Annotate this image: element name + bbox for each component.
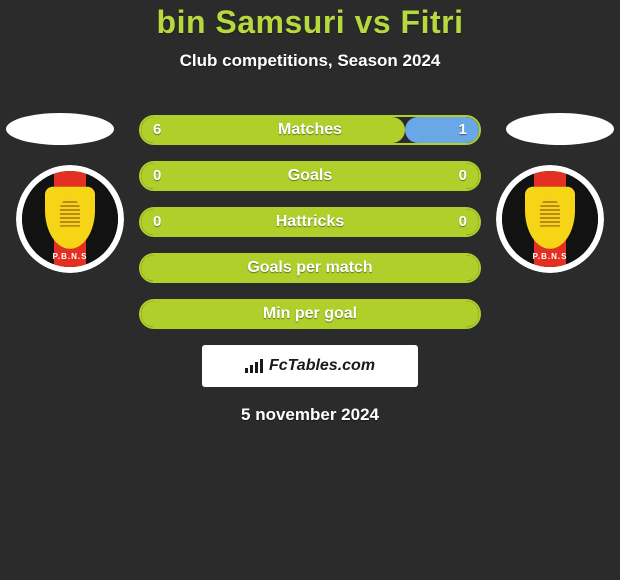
brand-box: FcTables.com bbox=[202, 345, 418, 387]
crest-inner: P.B.N.S bbox=[502, 171, 598, 267]
page-subtitle: Club competitions, Season 2024 bbox=[0, 51, 620, 71]
stat-bar: Goals per match bbox=[139, 253, 481, 283]
stat-bar: Matches61 bbox=[139, 115, 481, 145]
stat-bar: Goals00 bbox=[139, 161, 481, 191]
club-crest-left: P.B.N.S bbox=[16, 165, 124, 273]
stat-bar-fill-right bbox=[405, 117, 479, 143]
stat-bar-fill-left bbox=[141, 163, 479, 189]
player-avatar-placeholder-left bbox=[6, 113, 114, 145]
crest-inner: P.B.N.S bbox=[22, 171, 118, 267]
crest-label: P.B.N.S bbox=[53, 252, 88, 261]
chart-growth-icon bbox=[245, 359, 263, 373]
stat-bars: Matches61 Goals00 Hattricks00 Goals per mat… bbox=[139, 99, 481, 329]
stat-bar-fill-left bbox=[141, 301, 479, 327]
comparison-stage: P.B.N.S P.B.N.S Matches61 Goals00 Hattrick… bbox=[0, 99, 620, 425]
date-label: 5 november 2024 bbox=[0, 405, 620, 425]
player-avatar-placeholder-right bbox=[506, 113, 614, 145]
page-title: bin Samsuri vs Fitri bbox=[0, 4, 620, 41]
comparison-card: bin Samsuri vs Fitri Club competitions, … bbox=[0, 0, 620, 425]
crest-label: P.B.N.S bbox=[533, 252, 568, 261]
stat-bar: Hattricks00 bbox=[139, 207, 481, 237]
stat-bar-fill-left bbox=[141, 117, 405, 143]
club-crest-right: P.B.N.S bbox=[496, 165, 604, 273]
stat-bar-fill-left bbox=[141, 209, 479, 235]
stat-bar-fill-left bbox=[141, 255, 479, 281]
stat-bar: Min per goal bbox=[139, 299, 481, 329]
brand-text: FcTables.com bbox=[269, 357, 375, 375]
